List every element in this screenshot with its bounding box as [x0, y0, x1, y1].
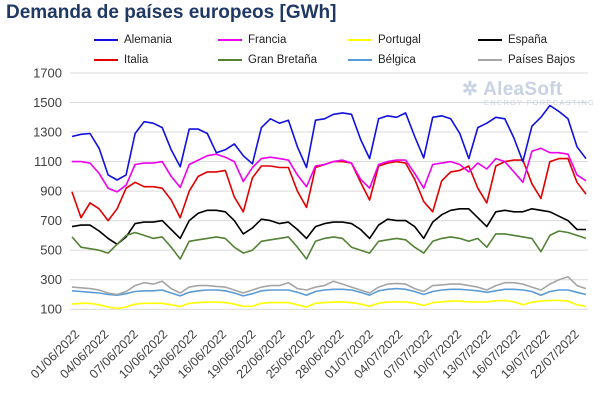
- y-tick-label: 500: [40, 243, 62, 258]
- legend-swatch: [94, 39, 118, 41]
- series-line-francia: [72, 147, 587, 193]
- legend-label: Países Bajos: [508, 54, 576, 66]
- legend-swatch: [348, 59, 372, 61]
- legend-label: Alemania: [124, 34, 172, 46]
- legend-item: Países Bajos: [478, 54, 575, 66]
- series-line-gran-bretaña: [71, 230, 587, 260]
- y-tick-label: 700: [40, 213, 62, 228]
- series-line-países-bajos: [71, 275, 587, 296]
- x-axis-labels: 01/06/202204/06/202207/06/202210/06/2022…: [28, 327, 582, 381]
- y-tick-label: 100: [40, 302, 62, 317]
- legend-item: Italia: [94, 54, 148, 66]
- series-lines: [71, 104, 587, 310]
- legend-label: Italia: [124, 54, 149, 66]
- series-line-portugal: [71, 299, 587, 310]
- legend-label: Portugal: [378, 34, 421, 46]
- y-tick-label: 1500: [33, 95, 62, 110]
- legend-swatch: [94, 59, 118, 61]
- y-tick-label: 300: [40, 272, 62, 287]
- legend-item: Francia: [218, 34, 286, 46]
- chart-title: Demanda de países europeos [GWh]: [6, 2, 337, 23]
- legend-item: Gran Bretaña: [218, 54, 317, 66]
- series-line-españa: [71, 208, 586, 246]
- legend-swatch: [218, 59, 242, 61]
- y-tick-label: 1100: [34, 154, 62, 169]
- legend-item: Portugal: [348, 34, 421, 46]
- legend-item: Bélgica: [348, 54, 416, 66]
- legend-label: Gran Bretaña: [248, 54, 318, 66]
- y-tick-label: 1300: [33, 125, 62, 140]
- legend-item: España: [478, 34, 547, 46]
- y-axis-labels: 100 300 500 700 900 1100 1300 1500 1700: [33, 66, 62, 317]
- legend-swatch: [348, 39, 372, 41]
- y-tick-label: 900: [40, 184, 62, 199]
- legend-label: España: [508, 34, 548, 46]
- y-tick-label: 1700: [33, 66, 62, 81]
- series-line-bélgica: [71, 287, 587, 297]
- series-line-alemania: [71, 104, 587, 181]
- legend-label: Bélgica: [378, 54, 416, 66]
- legend-item: Alemania: [94, 34, 172, 46]
- legend-swatch: [478, 39, 502, 41]
- gridlines: [70, 72, 588, 310]
- legend-label: Francia: [248, 34, 287, 46]
- legend-swatch: [478, 59, 502, 61]
- legend-swatch: [218, 39, 242, 41]
